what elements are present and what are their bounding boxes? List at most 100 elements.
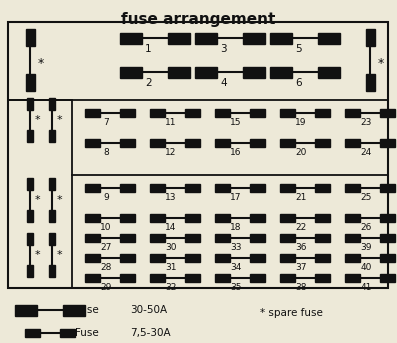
Bar xyxy=(380,234,395,242)
Bar xyxy=(27,130,33,142)
Text: 3: 3 xyxy=(220,45,227,55)
Bar xyxy=(120,33,142,44)
Bar xyxy=(250,254,265,262)
Bar xyxy=(185,184,200,192)
Bar xyxy=(315,109,330,117)
Bar xyxy=(195,33,217,44)
Text: 39: 39 xyxy=(360,243,372,252)
Bar xyxy=(345,139,360,147)
Bar xyxy=(25,329,40,337)
Bar xyxy=(8,100,72,288)
Bar xyxy=(215,254,230,262)
Bar xyxy=(49,178,55,190)
Text: 1: 1 xyxy=(145,45,152,55)
Bar xyxy=(185,109,200,117)
Text: 16: 16 xyxy=(230,148,242,157)
Bar xyxy=(345,254,360,262)
Bar xyxy=(150,214,165,222)
Bar xyxy=(250,234,265,242)
Text: Fuse: Fuse xyxy=(75,328,99,338)
Text: 5: 5 xyxy=(295,45,302,55)
Bar xyxy=(250,274,265,282)
Text: 30: 30 xyxy=(165,243,177,252)
Bar xyxy=(27,178,33,190)
Text: 11: 11 xyxy=(165,118,177,127)
Text: 41: 41 xyxy=(360,283,372,292)
Text: 18: 18 xyxy=(230,223,242,232)
Bar xyxy=(49,265,55,277)
Text: 34: 34 xyxy=(230,263,242,272)
Bar xyxy=(215,184,230,192)
Text: 4: 4 xyxy=(220,79,227,88)
Text: 14: 14 xyxy=(165,223,177,232)
Bar xyxy=(120,254,135,262)
Bar xyxy=(315,214,330,222)
Bar xyxy=(150,139,165,147)
Bar xyxy=(280,234,295,242)
Bar xyxy=(120,109,135,117)
Bar xyxy=(215,139,230,147)
Text: 8: 8 xyxy=(103,148,109,157)
Text: 2: 2 xyxy=(145,79,152,88)
Bar xyxy=(168,67,190,78)
Text: * spare fuse: * spare fuse xyxy=(260,308,323,318)
Bar xyxy=(85,274,100,282)
Bar xyxy=(345,184,360,192)
Bar xyxy=(185,274,200,282)
Text: 27: 27 xyxy=(100,243,112,252)
Bar xyxy=(315,234,330,242)
Bar xyxy=(85,234,100,242)
Bar xyxy=(27,210,33,222)
Bar xyxy=(150,234,165,242)
Bar xyxy=(215,214,230,222)
Bar xyxy=(120,274,135,282)
Bar xyxy=(120,67,142,78)
Bar xyxy=(120,234,135,242)
Bar xyxy=(315,184,330,192)
Bar xyxy=(60,329,75,337)
Bar xyxy=(243,33,265,44)
Bar xyxy=(85,254,100,262)
Bar xyxy=(380,214,395,222)
Text: 32: 32 xyxy=(165,283,177,292)
Bar xyxy=(49,98,55,110)
Bar xyxy=(280,109,295,117)
Bar xyxy=(8,22,388,288)
Text: *: * xyxy=(35,115,40,125)
Bar xyxy=(280,184,295,192)
Text: 28: 28 xyxy=(100,263,112,272)
Bar xyxy=(366,74,374,91)
Bar xyxy=(27,98,33,110)
Text: 20: 20 xyxy=(295,148,307,157)
Bar xyxy=(380,274,395,282)
Text: 38: 38 xyxy=(295,283,307,292)
Bar xyxy=(280,254,295,262)
Bar xyxy=(280,214,295,222)
Bar xyxy=(215,274,230,282)
Bar xyxy=(250,109,265,117)
Bar xyxy=(120,214,135,222)
Text: Fuse: Fuse xyxy=(75,305,99,315)
Text: *: * xyxy=(57,115,63,125)
Text: 15: 15 xyxy=(230,118,242,127)
Bar xyxy=(25,29,35,46)
Bar xyxy=(63,305,85,316)
Bar xyxy=(366,29,374,46)
Bar xyxy=(150,254,165,262)
Text: 36: 36 xyxy=(295,243,307,252)
Text: *: * xyxy=(57,250,63,260)
Text: *: * xyxy=(378,58,384,71)
Bar xyxy=(185,139,200,147)
Bar xyxy=(380,184,395,192)
Text: 30-50A: 30-50A xyxy=(130,305,167,315)
Text: 40: 40 xyxy=(360,263,372,272)
Bar xyxy=(280,274,295,282)
Text: *: * xyxy=(57,195,63,205)
Bar xyxy=(270,67,292,78)
Bar xyxy=(185,234,200,242)
Bar xyxy=(150,184,165,192)
Bar xyxy=(150,274,165,282)
Text: 22: 22 xyxy=(295,223,306,232)
Text: 35: 35 xyxy=(230,283,242,292)
Bar xyxy=(345,214,360,222)
